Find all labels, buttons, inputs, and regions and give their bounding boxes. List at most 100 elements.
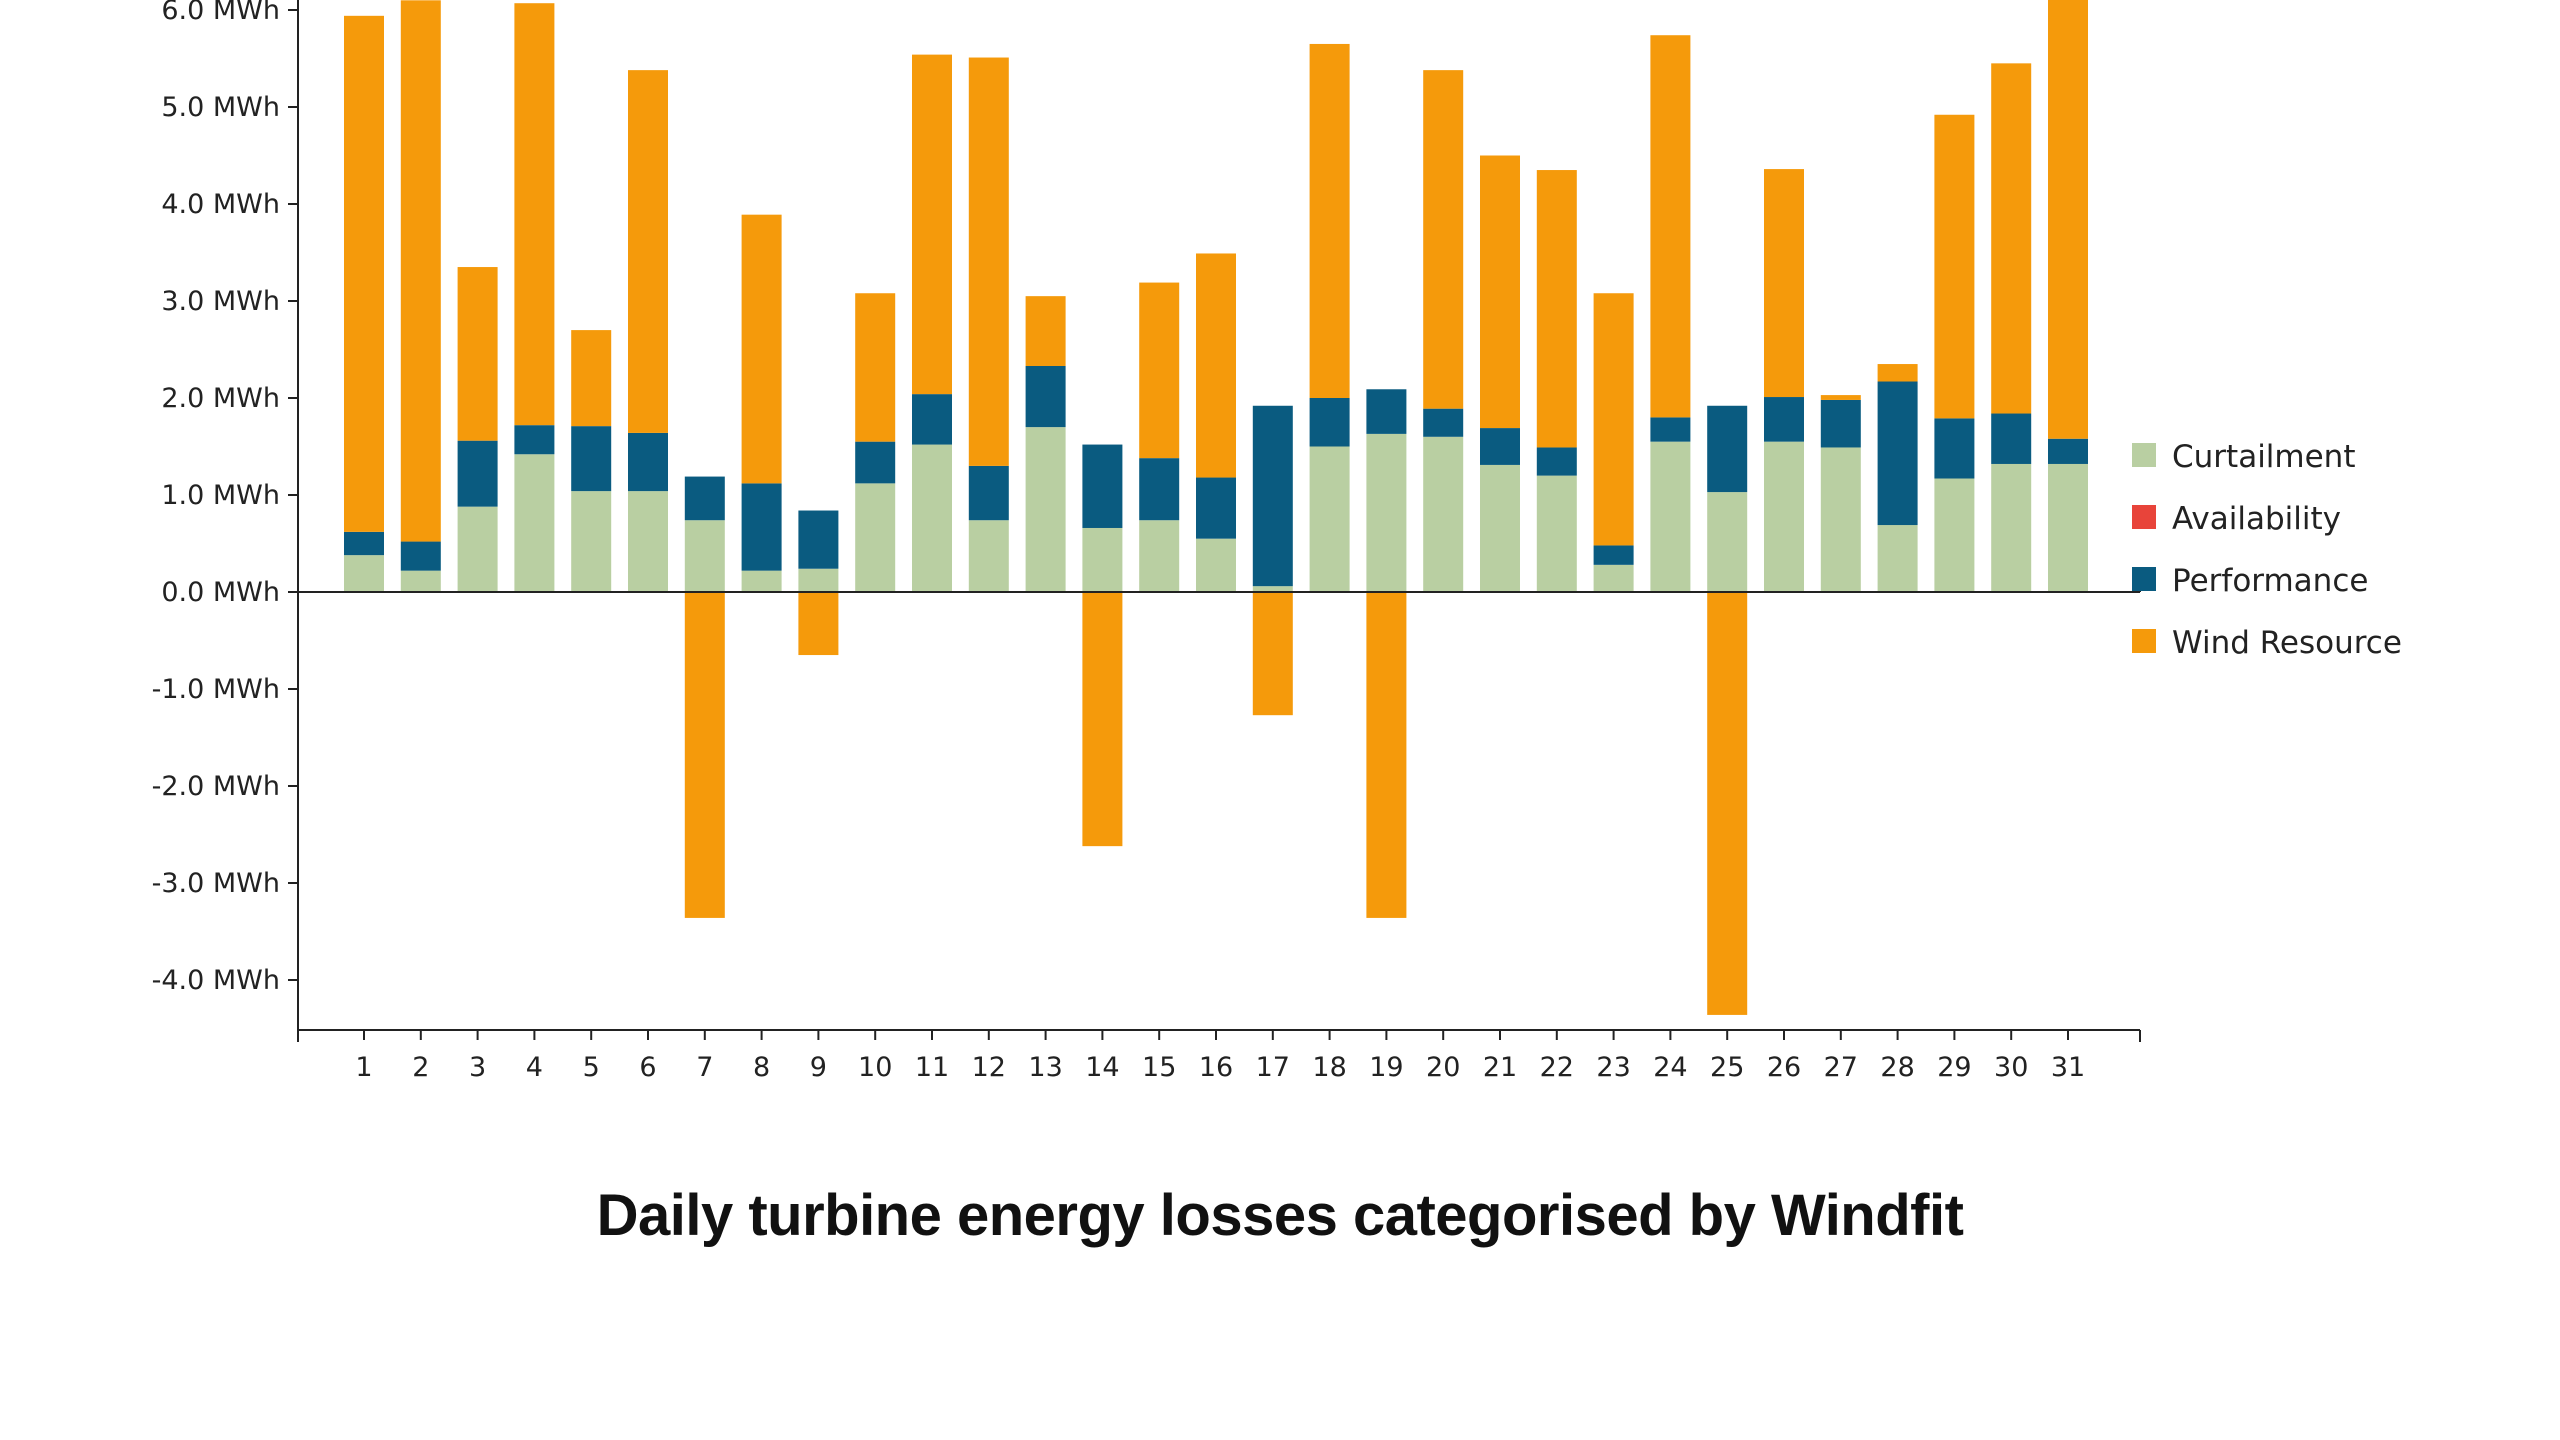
bar-performance-day-13 bbox=[1025, 365, 1066, 428]
bar-performance-day-15 bbox=[1139, 458, 1180, 521]
x-tick-label: 18 bbox=[1312, 1052, 1346, 1083]
bar-wind-resource-day-28 bbox=[1877, 364, 1918, 382]
bar-wind-resource-day-12 bbox=[968, 57, 1009, 466]
bar-performance-day-19 bbox=[1366, 389, 1407, 434]
bar-curtailment-day-30 bbox=[1991, 463, 2032, 592]
legend-swatch-curtailment bbox=[2132, 443, 2156, 467]
bar-performance-day-8 bbox=[741, 483, 782, 571]
bar-wind-resource-day-3 bbox=[457, 267, 498, 441]
x-tick-label: 23 bbox=[1596, 1052, 1630, 1083]
bar-curtailment-day-1 bbox=[344, 555, 384, 592]
y-tick-label: 0.0 MWh bbox=[161, 577, 280, 608]
bar-wind-resource-day-23 bbox=[1593, 293, 1634, 546]
x-tick-label: 20 bbox=[1426, 1052, 1460, 1083]
x-tick-label: 2 bbox=[412, 1052, 429, 1083]
bar-wind-resource-day-29 bbox=[1934, 114, 1975, 419]
bar-wind-resource-day-18 bbox=[1309, 43, 1350, 398]
bar-performance-day-31 bbox=[2048, 438, 2088, 464]
bar-wind-resource-day-30 bbox=[1991, 63, 2032, 414]
x-tick-label: 5 bbox=[583, 1052, 600, 1083]
bar-performance-day-22 bbox=[1536, 447, 1577, 476]
bar-curtailment-day-23 bbox=[1593, 564, 1634, 592]
bar-wind-resource-day-27 bbox=[1820, 395, 1861, 400]
x-tick-label: 8 bbox=[753, 1052, 770, 1083]
bar-curtailment-day-27 bbox=[1820, 447, 1861, 592]
y-tick-label: 4.0 MWh bbox=[161, 189, 280, 220]
bar-curtailment-day-17 bbox=[1252, 586, 1293, 592]
bar-performance-day-26 bbox=[1764, 397, 1804, 442]
bar-performance-day-21 bbox=[1480, 428, 1520, 465]
bar-wind-resource-day-21 bbox=[1480, 155, 1520, 429]
bar-performance-day-4 bbox=[514, 425, 555, 455]
bar-wind-resource-day-9 bbox=[798, 592, 839, 656]
bar-curtailment-day-15 bbox=[1139, 520, 1180, 592]
bar-wind-resource-day-26 bbox=[1764, 169, 1804, 398]
bar-wind-resource-day-20 bbox=[1423, 70, 1464, 409]
x-tick-label: 3 bbox=[469, 1052, 486, 1083]
legend-swatch-wind-resource bbox=[2132, 629, 2156, 653]
bar-curtailment-day-12 bbox=[968, 520, 1009, 592]
bar-wind-resource-day-2 bbox=[400, 0, 441, 542]
bar-curtailment-day-3 bbox=[457, 506, 498, 592]
bar-performance-day-1 bbox=[344, 531, 384, 556]
x-tick-label: 4 bbox=[526, 1052, 543, 1083]
x-tick-label: 7 bbox=[696, 1052, 713, 1083]
bar-performance-day-23 bbox=[1593, 545, 1634, 565]
x-tick-label: 26 bbox=[1767, 1052, 1801, 1083]
bar-wind-resource-day-7 bbox=[684, 592, 725, 918]
bar-curtailment-day-4 bbox=[514, 454, 555, 592]
bar-curtailment-day-9 bbox=[798, 568, 839, 592]
y-axis: 6.0 MWh 5.0 MWh 4.0 MWh 3.0 MWh 2.0 MWh 1.0 M… bbox=[152, 0, 298, 996]
x-tick-label: 31 bbox=[2051, 1052, 2085, 1083]
bar-wind-resource-day-16 bbox=[1196, 253, 1236, 478]
bar-wind-resource-day-14 bbox=[1082, 592, 1123, 847]
bar-wind-resource-day-6 bbox=[628, 70, 668, 433]
bar-curtailment-day-26 bbox=[1764, 441, 1804, 592]
bar-curtailment-day-8 bbox=[741, 570, 782, 592]
bar-performance-day-20 bbox=[1423, 408, 1464, 437]
legend: Curtailment Availability Performance Wind R… bbox=[2132, 439, 2402, 661]
bar-curtailment-day-18 bbox=[1309, 446, 1350, 592]
bar-curtailment-day-24 bbox=[1650, 441, 1691, 592]
bar-wind-resource-day-5 bbox=[571, 330, 612, 427]
x-tick-label: 14 bbox=[1085, 1052, 1119, 1083]
bar-curtailment-day-2 bbox=[400, 570, 441, 592]
bar-wind-resource-day-24 bbox=[1650, 35, 1691, 418]
bar-performance-day-16 bbox=[1196, 477, 1236, 539]
bar-wind-resource-day-15 bbox=[1139, 282, 1180, 459]
bar-performance-day-24 bbox=[1650, 417, 1691, 442]
bar-wind-resource-day-25 bbox=[1707, 592, 1748, 1015]
x-tick-label: 27 bbox=[1824, 1052, 1858, 1083]
y-tick-label: 6.0 MWh bbox=[161, 0, 280, 26]
chart-title: Daily turbine energy losses categorised … bbox=[596, 1183, 1964, 1248]
bar-curtailment-day-7 bbox=[684, 520, 725, 592]
y-tick-label: -2.0 MWh bbox=[152, 771, 280, 802]
x-axis: 1 2 3 4 5 6 7 8 9 10 11 12 13 14 15 16 17 18 19 20 21 22 23 24 2… bbox=[355, 1030, 2085, 1083]
bar-wind-resource-day-22 bbox=[1536, 170, 1577, 448]
bar-performance-day-12 bbox=[968, 465, 1009, 521]
x-tick-label: 21 bbox=[1483, 1052, 1517, 1083]
bar-curtailment-day-22 bbox=[1536, 475, 1577, 592]
bar-curtailment-day-25 bbox=[1707, 492, 1748, 592]
bar-performance-day-28 bbox=[1877, 381, 1918, 526]
legend-swatch-availability bbox=[2132, 505, 2156, 529]
y-tick-label: -3.0 MWh bbox=[152, 868, 280, 899]
x-tick-label: 28 bbox=[1880, 1052, 1914, 1083]
bar-performance-day-6 bbox=[628, 432, 668, 492]
bar-wind-resource-day-19 bbox=[1366, 592, 1407, 918]
bar-performance-day-7 bbox=[684, 476, 725, 521]
x-tick-label: 17 bbox=[1256, 1052, 1290, 1083]
bar-performance-day-27 bbox=[1820, 399, 1861, 448]
bar-performance-day-9 bbox=[798, 510, 839, 569]
bar-curtailment-day-11 bbox=[912, 444, 952, 592]
legend-swatch-performance bbox=[2132, 567, 2156, 591]
x-tick-label: 13 bbox=[1028, 1052, 1062, 1083]
y-tick-label: 2.0 MWh bbox=[161, 383, 280, 414]
x-tick-label: 10 bbox=[858, 1052, 892, 1083]
bar-performance-day-5 bbox=[571, 426, 612, 492]
y-tick-label: 5.0 MWh bbox=[161, 92, 280, 123]
y-tick-label: 1.0 MWh bbox=[161, 480, 280, 511]
y-tick-label: -4.0 MWh bbox=[152, 965, 280, 996]
bar-performance-day-10 bbox=[855, 441, 896, 484]
